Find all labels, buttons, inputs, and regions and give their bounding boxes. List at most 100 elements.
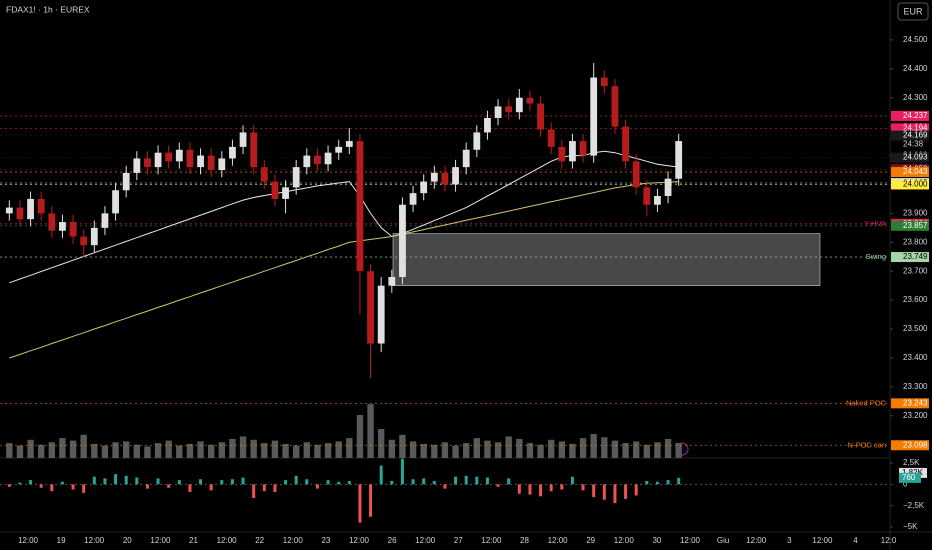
x-tick-label: 12:00 xyxy=(283,536,304,545)
osc-bar xyxy=(369,484,373,517)
currency-label[interactable]: EUR xyxy=(903,6,923,16)
osc-bar xyxy=(624,484,628,499)
volume-bar xyxy=(261,443,268,458)
candle-body xyxy=(494,106,502,118)
osc-bar xyxy=(645,480,649,485)
osc-bar xyxy=(177,480,181,485)
x-tick-label: 12:00 xyxy=(680,536,701,545)
x-tick-label: 20 xyxy=(123,536,132,545)
level-label: 24.194 xyxy=(903,123,928,132)
x-tick-label: 12:00 xyxy=(614,536,635,545)
y-tick-label: 24.500 xyxy=(903,35,928,44)
candle-body xyxy=(473,132,481,150)
level-badge xyxy=(891,220,929,231)
x-tick-label: 26 xyxy=(388,536,397,545)
volume-bar xyxy=(59,438,66,458)
x-tick-label: 27 xyxy=(454,536,463,545)
candle-body xyxy=(16,207,24,220)
osc-bar xyxy=(294,475,298,485)
volume-bar xyxy=(48,442,55,458)
candle-body xyxy=(622,126,629,162)
candle-body xyxy=(37,198,45,214)
volume-bar xyxy=(452,445,459,458)
level-label: 24.093 xyxy=(903,153,928,162)
y-tick-label: 23.500 xyxy=(903,324,928,333)
level-badge xyxy=(891,252,929,263)
osc-bar xyxy=(188,484,192,493)
y-tick-label: 23.200 xyxy=(903,411,928,420)
osc-bar xyxy=(517,484,521,494)
osc-bar xyxy=(337,481,341,485)
y-tick-label: 24.400 xyxy=(903,64,928,73)
candle-body xyxy=(505,106,513,113)
osc-bar xyxy=(432,480,436,485)
volume-bar xyxy=(250,439,257,458)
volume-bar xyxy=(80,434,87,458)
y-tick-label: 23.800 xyxy=(903,237,928,246)
x-tick-label: 12:00 xyxy=(84,536,105,545)
osc-bar xyxy=(613,484,617,504)
x-tick-label: 23 xyxy=(321,536,330,545)
volume-bar xyxy=(346,438,353,458)
level-badge xyxy=(891,152,929,163)
level-label: 24.000 xyxy=(903,180,928,189)
moving-average xyxy=(9,150,679,284)
level-badge xyxy=(891,440,929,451)
level-badge xyxy=(891,167,929,178)
currency-button[interactable] xyxy=(897,2,929,21)
volume-bar xyxy=(208,444,215,458)
osc-bar xyxy=(305,479,309,485)
volume-bar xyxy=(399,434,406,458)
volume-bar xyxy=(431,444,438,458)
volume-bar xyxy=(154,443,162,458)
osc-tick-label: 0 xyxy=(903,479,908,488)
volume-bar xyxy=(144,446,151,458)
level-label: 24.169 xyxy=(903,131,928,140)
level-label: 23.749 xyxy=(903,252,928,261)
osc-bar xyxy=(252,484,256,498)
volume-bar xyxy=(282,443,289,458)
candle-body xyxy=(90,227,98,246)
candle-body xyxy=(409,193,417,205)
candle-body xyxy=(569,141,576,162)
volume-bar xyxy=(229,438,236,458)
x-tick-label: 12:00 xyxy=(150,536,171,545)
y-tick-label: 23.700 xyxy=(903,266,928,275)
candle-body xyxy=(229,146,236,159)
level-label: 23.857 xyxy=(903,221,928,230)
x-tick-label: 12:00 xyxy=(18,536,39,545)
candle-body xyxy=(59,222,66,231)
candle-body xyxy=(154,152,162,168)
level-badge xyxy=(891,110,929,121)
osc-bar xyxy=(39,484,43,488)
osc-bar xyxy=(400,458,404,485)
moving-average xyxy=(9,181,679,359)
candle-body xyxy=(430,172,438,182)
volume-bar xyxy=(388,439,395,458)
level-name: Naked POC xyxy=(846,398,887,407)
osc-bar xyxy=(485,477,489,485)
level-name: N-POC can xyxy=(848,440,886,449)
candle-body xyxy=(69,222,77,237)
osc-bar xyxy=(496,484,500,487)
candle-body xyxy=(675,141,683,179)
y-tick-label: 24.300 xyxy=(903,93,928,102)
candle-body xyxy=(462,149,470,168)
level-label: 24.237 xyxy=(903,111,928,120)
osc-bar xyxy=(124,475,128,485)
level-badge xyxy=(891,398,929,409)
level-label: 23.243 xyxy=(903,398,928,407)
osc-bar xyxy=(50,484,54,492)
candle-body xyxy=(324,152,332,165)
osc-bar xyxy=(156,478,160,485)
volume-bar xyxy=(622,443,629,458)
level-label: 24.043 xyxy=(903,167,928,176)
volume-bar xyxy=(324,443,332,458)
volume-bar xyxy=(38,444,45,458)
y-tick-label: 23.300 xyxy=(903,382,928,391)
volume-bar xyxy=(16,445,24,458)
osc-bar xyxy=(92,476,96,485)
osc-bar xyxy=(358,484,362,523)
volume-bar xyxy=(420,443,427,458)
x-tick-label: 29 xyxy=(586,536,595,545)
